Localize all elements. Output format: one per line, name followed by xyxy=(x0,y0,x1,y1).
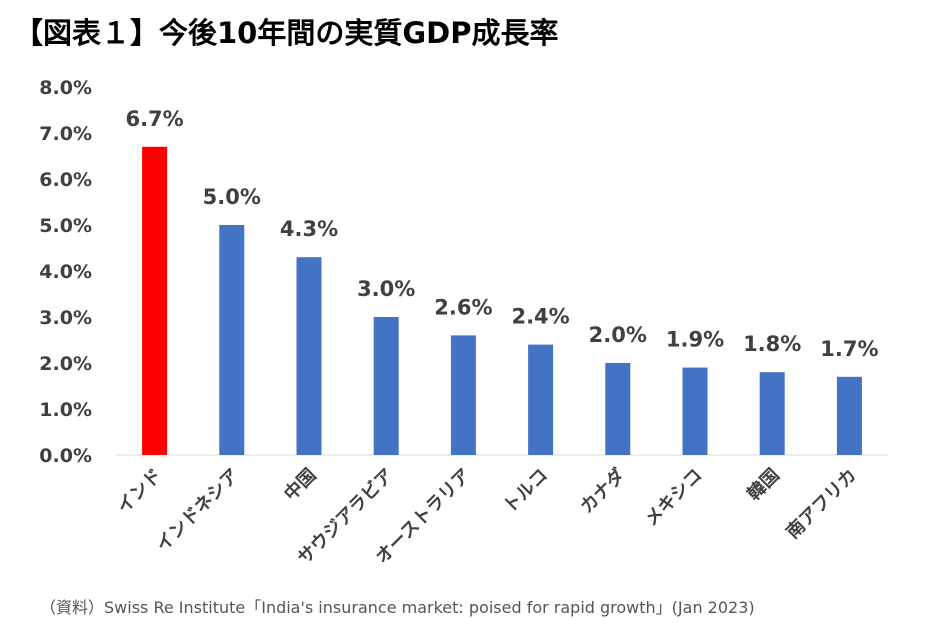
data-label: 2.6% xyxy=(434,295,492,319)
x-tick-label: インド xyxy=(113,465,166,518)
data-label: 6.7% xyxy=(125,107,183,131)
data-label: 1.8% xyxy=(743,332,801,356)
bar xyxy=(373,317,399,455)
y-tick-label: 1.0% xyxy=(39,399,92,421)
data-label: 1.7% xyxy=(820,337,878,361)
y-axis-ticks: 0.0% 1.0% 2.0% 3.0% 4.0% 5.0% 6.0% 7.0% 8.0% xyxy=(39,77,92,467)
y-tick-label: 2.0% xyxy=(39,353,92,375)
bar xyxy=(836,376,862,455)
y-tick-label: 6.0% xyxy=(39,169,92,191)
bar-chart: 0.0% 1.0% 2.0% 3.0% 4.0% 5.0% 6.0% 7.0% 8.0% 6.7… xyxy=(39,77,888,569)
data-label: 3.0% xyxy=(357,277,415,301)
x-tick-label: 南アフリカ xyxy=(782,464,861,543)
y-tick-label: 7.0% xyxy=(39,123,92,145)
y-tick-label: 5.0% xyxy=(39,215,92,237)
bar xyxy=(142,146,168,456)
bar xyxy=(219,225,245,455)
x-tick-label: 韓国 xyxy=(743,464,784,505)
y-tick-label: 8.0% xyxy=(39,77,92,99)
source-note: （資料）Swiss Re Institute「India's insurance… xyxy=(40,598,755,617)
data-label: 1.9% xyxy=(666,328,724,352)
y-tick-label: 0.0% xyxy=(39,445,92,467)
bar xyxy=(450,335,476,455)
bar xyxy=(296,257,322,455)
data-label: 5.0% xyxy=(203,185,261,209)
bars xyxy=(142,146,862,456)
y-tick-label: 3.0% xyxy=(39,307,92,329)
y-tick-label: 4.0% xyxy=(39,261,92,283)
chart-title: 【図表１】今後10年間の実質GDP成長率 xyxy=(14,16,559,50)
bar xyxy=(528,344,554,455)
bar xyxy=(759,372,785,455)
x-tick-label: メキシコ xyxy=(641,465,707,531)
data-labels: 6.7% 5.0% 4.3% 3.0% 2.6% 2.4% 2.0% 1.9% 1.8% 1.7% xyxy=(125,107,878,361)
x-tick-label: カナダ xyxy=(576,464,630,518)
bar xyxy=(682,367,708,455)
data-label: 4.3% xyxy=(280,217,338,241)
x-tick-label: トルコ xyxy=(499,465,552,518)
x-tick-label: インドネシア xyxy=(152,465,243,556)
bar xyxy=(605,363,631,455)
x-tick-label: 中国 xyxy=(280,464,321,505)
data-label: 2.4% xyxy=(511,305,569,329)
data-label: 2.0% xyxy=(589,323,647,347)
